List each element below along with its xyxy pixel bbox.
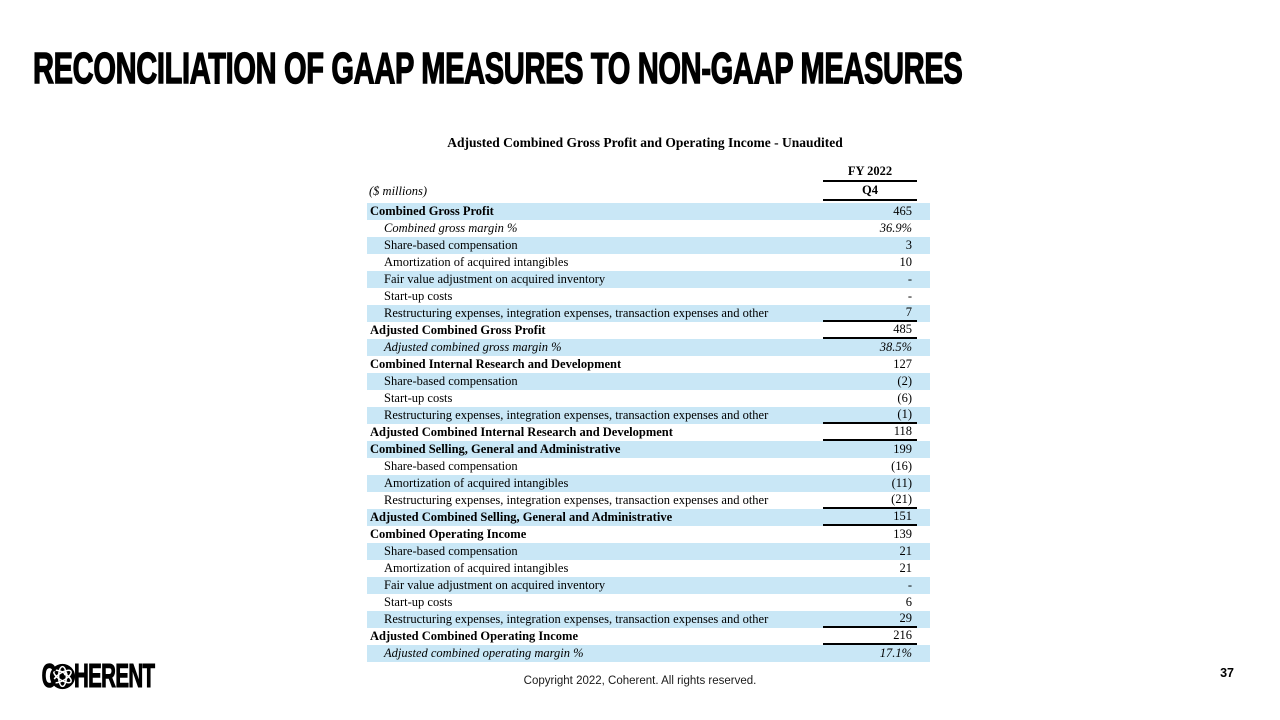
row-value: 199 <box>893 442 912 456</box>
row-value: 118 <box>823 424 917 441</box>
table-row: Combined Selling, General and Administra… <box>367 441 930 458</box>
table-row: Amortization of acquired intangibles 21 <box>367 560 930 577</box>
row-value: - <box>907 578 912 592</box>
table-row: Restructuring expenses, integration expe… <box>367 611 930 628</box>
row-label: Adjusted combined gross margin % <box>384 340 562 354</box>
row-value: 29 <box>823 611 917 628</box>
page-number: 37 <box>1220 666 1234 680</box>
row-value: - <box>907 272 912 286</box>
table-row: Start-up costs 6 <box>367 594 930 611</box>
row-value: 151 <box>823 509 917 526</box>
row-label: Restructuring expenses, integration expe… <box>384 493 769 507</box>
atom-icon <box>49 663 75 689</box>
row-label: Amortization of acquired intangibles <box>384 255 569 269</box>
row-label: Adjusted Combined Operating Income <box>370 629 578 643</box>
table-row: Combined gross margin % 36.9% <box>367 220 930 237</box>
row-label: Adjusted Combined Gross Profit <box>370 323 546 337</box>
row-label: Restructuring expenses, integration expe… <box>384 612 769 626</box>
table-row: Adjusted Combined Internal Research and … <box>367 424 930 441</box>
row-value: 36.9% <box>879 221 912 235</box>
table-header-fiscal-year-row: FY 2022 <box>367 162 930 182</box>
row-label: Share-based compensation <box>384 238 518 252</box>
row-label: Combined Selling, General and Administra… <box>370 442 621 456</box>
table-row: Share-based compensation 21 <box>367 543 930 560</box>
table-row: Restructuring expenses, integration expe… <box>367 492 930 509</box>
logo-letters-rest: HERENT <box>73 656 156 694</box>
table-row: Amortization of acquired intangibles (11… <box>367 475 930 492</box>
page-title: RECONCILIATION OF GAAP MEASURES TO NON-G… <box>33 43 1280 94</box>
row-value: 7 <box>823 305 917 322</box>
row-value: 3 <box>905 238 912 252</box>
table-row: Adjusted Combined Gross Profit 485 <box>367 322 930 339</box>
row-label: Fair value adjustment on acquired invent… <box>384 272 606 286</box>
table-row: Combined Operating Income 139 <box>367 526 930 543</box>
table-row: Combined Gross Profit 465 <box>367 203 930 220</box>
row-value: (11) <box>891 476 912 490</box>
table-rows: Combined Gross Profit 465 Combined gross… <box>367 203 930 662</box>
row-value: (6) <box>897 391 912 405</box>
row-label: Amortization of acquired intangibles <box>384 561 569 575</box>
row-label: Share-based compensation <box>384 459 518 473</box>
coherent-logo: C HERENT <box>33 656 204 694</box>
table-title: Adjusted Combined Gross Profit and Opera… <box>447 135 843 150</box>
row-value: (21) <box>823 492 917 509</box>
table-row: Start-up costs (6) <box>367 390 930 407</box>
table-row: Adjusted Combined Selling, General and A… <box>367 509 930 526</box>
copyright-text: Copyright 2022, Coherent. All rights res… <box>523 675 757 687</box>
row-value: (16) <box>891 459 912 473</box>
fiscal-year-header: FY 2022 <box>823 162 917 182</box>
row-label: Combined Gross Profit <box>370 204 494 218</box>
row-value: 38.5% <box>879 340 912 354</box>
table-header-quarter-row: ($ millions) Q4 <box>367 182 930 201</box>
table-row: Share-based compensation 3 <box>367 237 930 254</box>
row-value: 6 <box>905 595 912 609</box>
row-label: Start-up costs <box>384 595 453 609</box>
header-spacer <box>367 162 823 182</box>
row-label: Amortization of acquired intangibles <box>384 476 569 490</box>
table-row: Amortization of acquired intangibles 10 <box>367 254 930 271</box>
row-value: 21 <box>899 561 913 575</box>
table-row: Share-based compensation (16) <box>367 458 930 475</box>
row-label: Combined Internal Research and Developme… <box>370 357 622 371</box>
row-value: (2) <box>897 374 912 388</box>
table-row: Restructuring expenses, integration expe… <box>367 305 930 322</box>
table-row: Fair value adjustment on acquired invent… <box>367 577 930 594</box>
row-value: - <box>907 289 912 303</box>
row-value: 21 <box>899 544 913 558</box>
row-value: 10 <box>899 255 913 269</box>
table-row: Adjusted combined gross margin % 38.5% <box>367 339 930 356</box>
row-value: 127 <box>893 357 912 371</box>
units-label: ($ millions) <box>369 184 427 198</box>
table-row: Restructuring expenses, integration expe… <box>367 407 930 424</box>
page-title-text: RECONCILIATION OF GAAP MEASURES TO NON-G… <box>33 43 964 93</box>
financial-table: FY 2022 ($ millions) Q4 Combined Gross P… <box>367 162 930 662</box>
row-label: Adjusted Combined Internal Research and … <box>370 425 673 439</box>
quarter-header: Q4 <box>823 182 917 201</box>
row-label: Combined gross margin % <box>384 221 518 235</box>
table-row: Adjusted combined operating margin % 17.… <box>367 645 930 662</box>
row-value: 485 <box>823 322 917 339</box>
table-row: Adjusted Combined Operating Income 216 <box>367 628 930 645</box>
logo-letter-c: C <box>41 656 56 694</box>
row-label: Restructuring expenses, integration expe… <box>384 408 769 422</box>
row-label: Adjusted Combined Selling, General and A… <box>370 510 673 524</box>
row-label: Adjusted combined operating margin % <box>384 646 584 660</box>
row-label: Share-based compensation <box>384 374 518 388</box>
table-row: Share-based compensation (2) <box>367 373 930 390</box>
table-row: Combined Internal Research and Developme… <box>367 356 930 373</box>
table-row: Start-up costs - <box>367 288 930 305</box>
row-value: 17.1% <box>879 646 912 660</box>
row-value: 216 <box>823 628 917 645</box>
row-value: 139 <box>893 527 912 541</box>
row-value: (1) <box>823 407 917 424</box>
row-label: Combined Operating Income <box>370 527 527 541</box>
row-label: Share-based compensation <box>384 544 518 558</box>
row-label: Restructuring expenses, integration expe… <box>384 306 769 320</box>
row-label: Start-up costs <box>384 391 453 405</box>
row-label: Fair value adjustment on acquired invent… <box>384 578 606 592</box>
table-row: Fair value adjustment on acquired invent… <box>367 271 930 288</box>
row-value: 465 <box>893 204 912 218</box>
row-label: Start-up costs <box>384 289 453 303</box>
